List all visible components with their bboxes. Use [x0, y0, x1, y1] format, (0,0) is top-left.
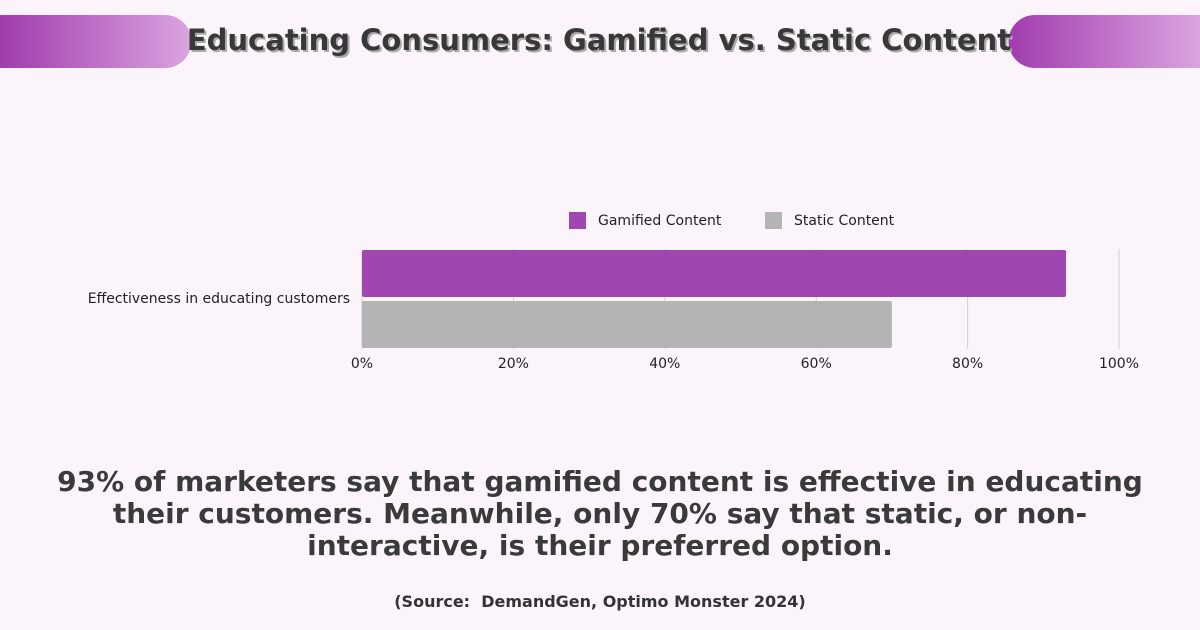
x-tick-label: 100%	[1099, 356, 1139, 372]
x-tick-label: 60%	[801, 356, 832, 372]
x-tick-label: 20%	[498, 356, 529, 372]
header-banner	[0, 15, 192, 68]
legend-label: Gamified Content	[598, 213, 722, 229]
caption: 93% of marketers say that gamified conte…	[57, 465, 1143, 562]
legend-label: Static Content	[794, 213, 895, 229]
legend-swatch	[765, 212, 782, 229]
source: (Source: DemandGen, Optimo Monster 2024)	[394, 592, 806, 611]
legend-swatch	[569, 212, 586, 229]
bar	[362, 301, 892, 348]
x-tick-label: 0%	[351, 356, 373, 372]
title-shadow: Educating Consumers: Gamified vs. Static…	[189, 25, 1013, 59]
y-tick-label: Effectiveness in educating customers	[88, 291, 350, 307]
x-tick-label: 40%	[649, 356, 680, 372]
x-tick-label: 80%	[952, 356, 983, 372]
header-banner	[1008, 15, 1200, 68]
chart-title: Educating Consumers: Gamified vs. Static…	[187, 23, 1011, 57]
bar	[362, 250, 1067, 297]
